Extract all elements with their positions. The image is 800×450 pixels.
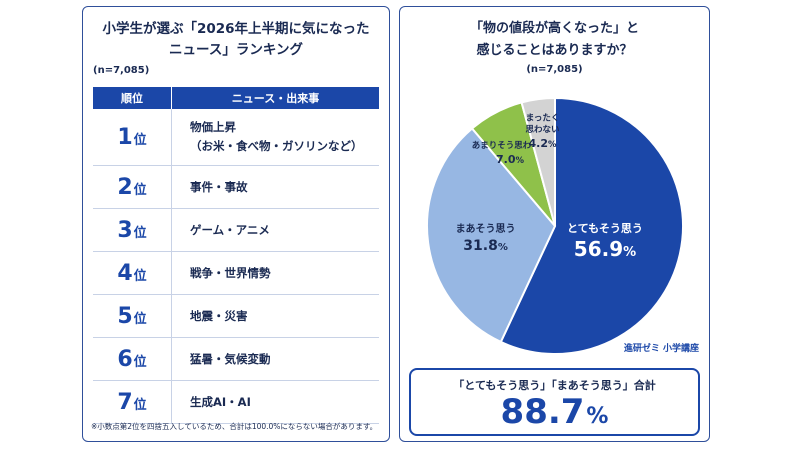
rank-cell: 1位 [93, 109, 172, 166]
rank-cell: 2位 [93, 165, 172, 209]
pie-slice [499, 96, 684, 355]
news-text-line: 事件・事故 [190, 179, 248, 194]
ranking-title-line1: 小学生が選ぶ「2026年上半期に気になった [102, 21, 370, 37]
total-value: 88.7% [411, 392, 698, 432]
ranking-row: 2位 事件・事故 [93, 165, 379, 209]
ranking-sample-size: (n=7,085) [93, 65, 150, 76]
rank-number: 4 [117, 260, 133, 286]
rank-cell: 7位 [93, 380, 172, 424]
news-text-line: 戦争・世界情勢 [190, 265, 271, 280]
news-text-line: 物価上昇 [190, 120, 236, 134]
pie-slice [426, 127, 557, 344]
news-cell: 猛暑・気候変動 [171, 337, 379, 381]
rank-suffix: 位 [133, 354, 147, 370]
news-text-line: 猛暑・気候変動 [190, 351, 271, 366]
ranking-header-row: 順位 ニュース・出来事 [93, 87, 379, 109]
total-percent-sign: % [586, 404, 609, 429]
news-cell: 戦争・世界情勢 [171, 251, 379, 295]
ranking-title-line2: ニュース」ランキング [169, 42, 303, 58]
ranking-row: 6位 猛暑・気候変動 [93, 337, 379, 381]
pie-slice-label: 思わない [526, 125, 560, 135]
pie-slice-value: 4.2% [529, 137, 558, 150]
pie-slice-value: 7.0% [496, 153, 525, 166]
rank-suffix: 位 [133, 397, 147, 413]
rank-number: 2 [117, 174, 133, 200]
rank-number: 5 [117, 303, 133, 329]
footnote: ※小数点第2位を四捨五入しているため、合計は100.0%にならない場合があります… [91, 422, 378, 431]
rank-number: 1 [117, 124, 133, 150]
news-column-header: ニュース・出来事 [171, 87, 379, 109]
pie-slice-label: まったく [526, 113, 560, 124]
news-text-line: 生成AI・AI [190, 394, 251, 409]
pie-slice-value: 31.8% [463, 238, 508, 254]
pie-title-line1: 「物の値段が高くなった」と [469, 21, 639, 36]
rank-suffix: 位 [133, 225, 147, 241]
rank-number: 7 [117, 389, 133, 415]
total-number: 88.7 [500, 392, 585, 432]
news-text-line: ゲーム・アニメ [190, 222, 270, 237]
total-label: 「とてもそう思う」「まあそう思う」合計 [453, 379, 656, 392]
news-cell: 生成AI・AI [171, 380, 379, 424]
pie-slice [520, 96, 556, 227]
ranking-body: 1位 物価上昇 （お米・食べ物・ガソリンなど） 2位 事件・事故 3位 ゲーム・アニメ 4位戦… [93, 109, 379, 424]
rank-cell: 6位 [93, 337, 172, 381]
pie-title-line2: 感じることはありますか？ [476, 43, 633, 58]
pie-chart: とてもそう思う 56.9% まあそう思う 31.8% あまりそう思わない 7.0% まったく… [426, 96, 684, 355]
news-cell: 物価上昇 （お米・食べ物・ガソリンなど） [171, 109, 379, 166]
news-text-line: 地震・災害 [190, 308, 248, 323]
rank-suffix: 位 [133, 311, 147, 327]
ranking-row: 4位 戦争・世界情勢 [93, 251, 379, 295]
rank-cell: 5位 [93, 294, 172, 338]
rank-suffix: 位 [133, 132, 147, 148]
news-cell: 事件・事故 [171, 165, 379, 209]
pie-slice-label: まあそう思う [456, 222, 516, 235]
rank-suffix: 位 [133, 182, 147, 198]
rank-cell: 3位 [93, 208, 172, 252]
rank-suffix: 位 [133, 268, 147, 284]
ranking-row: 7位 生成AI・AI [93, 380, 379, 424]
ranking-row: 3位 ゲーム・アニメ [93, 208, 379, 252]
pie-slice-label: あまりそう思わない [472, 141, 549, 151]
total-box: 「とてもそう思う」「まあそう思う」合計 88.7% [409, 368, 700, 436]
credit-logo: 進研ゼミ 小学講座 [623, 344, 699, 354]
pie-slice-value: 56.9% [574, 237, 636, 261]
rank-number: 3 [117, 217, 133, 243]
ranking-row: 5位 地震・災害 [93, 294, 379, 338]
ranking-row: 1位 物価上昇 （お米・食べ物・ガソリンなど） [93, 109, 379, 166]
rank-number: 6 [117, 346, 133, 372]
news-cell: ゲーム・アニメ [171, 208, 379, 252]
ranking-table: 順位 ニュース・出来事 1位 物価上昇 （お米・食べ物・ガソリンなど） 2位 事件・事故… [93, 87, 379, 424]
rank-cell: 4位 [93, 251, 172, 295]
ranking-panel: 小学生が選ぶ「2026年上半期に気になった ニュース」ランキング (n=7,08… [82, 6, 390, 442]
price-survey-panel: 「物の値段が高くなった」と 感じることはありますか？ (n=7,085) とても… [399, 6, 710, 442]
pie-slice-label: とてもそう思う [567, 222, 643, 235]
news-cell: 地震・災害 [171, 294, 379, 338]
pie-sample-size: (n=7,085) [526, 64, 583, 75]
news-text-line: （お米・食べ物・ガソリンなど） [190, 139, 363, 153]
rank-column-header: 順位 [93, 87, 172, 109]
